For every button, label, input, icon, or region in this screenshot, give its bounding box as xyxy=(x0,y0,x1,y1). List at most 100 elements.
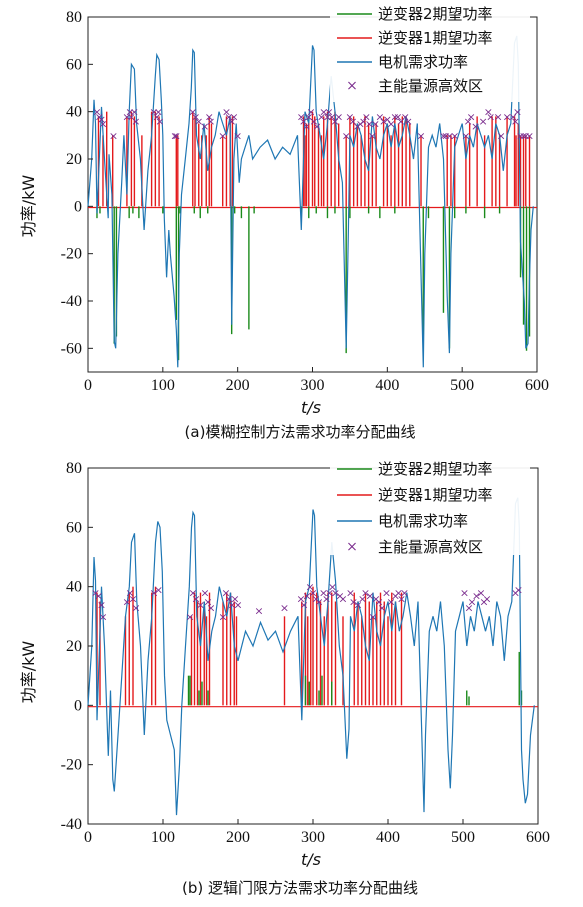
high-efficiency-marker: × xyxy=(324,106,333,119)
series-inverter2 xyxy=(187,651,523,706)
high-efficiency-marker: × xyxy=(154,584,163,597)
y-tick-label: 80 xyxy=(66,460,82,477)
high-efficiency-marker: × xyxy=(218,129,227,142)
x-tick-label: 100 xyxy=(151,377,175,394)
high-efficiency-marker: × xyxy=(486,110,495,123)
series-inverter2 xyxy=(96,206,531,361)
high-efficiency-marker: × xyxy=(467,110,476,123)
high-efficiency-marker: × xyxy=(312,120,321,133)
high-efficiency-marker: × xyxy=(306,106,315,119)
high-efficiency-marker: × xyxy=(342,129,351,142)
high-efficiency-marker: × xyxy=(230,593,239,606)
high-efficiency-marker: × xyxy=(227,115,236,128)
y-tick-label: 20 xyxy=(66,638,82,655)
high-efficiency-marker: × xyxy=(297,110,306,123)
high-efficiency-marker: × xyxy=(496,129,505,142)
high-efficiency-marker: × xyxy=(439,129,448,142)
high-efficiency-marker: × xyxy=(361,587,370,600)
x-axis-label: t/s xyxy=(301,398,321,417)
high-efficiency-marker: × xyxy=(200,120,209,133)
y-tick-label: 80 xyxy=(66,9,82,26)
x-axis-ticks: 0 100 200 300 400 500 600 xyxy=(84,819,550,846)
high-efficiency-marker: × xyxy=(304,110,313,123)
y-tick-label: 0 xyxy=(74,697,82,714)
high-efficiency-marker: × xyxy=(149,587,158,600)
high-efficiency-marker: × xyxy=(196,598,205,611)
legend-label-motor: 电机需求功率 xyxy=(378,53,468,71)
x-tick-label: 200 xyxy=(226,829,250,846)
x-tick-label: 0 xyxy=(84,377,92,394)
high-efficiency-marker: × xyxy=(416,129,425,142)
high-efficiency-marker: × xyxy=(513,106,522,119)
high-efficiency-marker: × xyxy=(383,113,392,126)
high-efficiency-marker: × xyxy=(155,115,164,128)
high-efficiency-marker: × xyxy=(122,110,131,123)
y-tick-label: 40 xyxy=(66,104,82,121)
high-efficiency-marker: × xyxy=(314,596,323,609)
high-efficiency-marker: × xyxy=(91,587,100,600)
high-efficiency-marker: × xyxy=(393,110,402,123)
high-efficiency-marker: × xyxy=(200,587,209,600)
high-efficiency-marker: × xyxy=(450,129,459,142)
y-tick-label: -20 xyxy=(61,246,82,263)
legend-label-marker: 主能量源高效区 xyxy=(378,538,483,556)
high-efficiency-marker: × xyxy=(227,598,236,611)
y-axis-label: 功率/kW xyxy=(19,641,38,704)
high-efficiency-marker: × xyxy=(511,115,520,128)
high-efficiency-marker: × xyxy=(476,587,485,600)
high-efficiency-marker: × xyxy=(368,129,377,142)
x-tick-label: 400 xyxy=(376,829,400,846)
x-tick-label: 500 xyxy=(451,829,475,846)
legend-background xyxy=(330,455,530,555)
high-efficiency-marker: × xyxy=(97,113,106,126)
y-axis-ticks: -40 -20 0 20 40 60 80 xyxy=(61,460,93,833)
high-efficiency-marker: × xyxy=(222,106,231,119)
high-efficiency-marker: × xyxy=(396,115,405,128)
x-axis-label: t/s xyxy=(301,850,321,869)
high-efficiency-marker: × xyxy=(356,118,365,131)
high-efficiency-marker: × xyxy=(302,590,311,603)
high-efficiency-marker: × xyxy=(224,593,233,606)
high-efficiency-marker: × xyxy=(302,120,311,133)
high-efficiency-marker: × xyxy=(299,598,308,611)
high-efficiency-marker: × xyxy=(170,129,179,142)
high-efficiency-marker: × xyxy=(353,598,362,611)
high-efficiency-marker: × xyxy=(353,120,362,133)
caption-b: (b) 逻辑门限方法需求功率分配曲线 xyxy=(182,879,418,897)
high-efficiency-marker: × xyxy=(519,129,528,142)
caption-a: (a)模糊控制方法需求功率分配曲线 xyxy=(185,423,416,441)
y-axis-ticks: -60 -40 -20 0 20 40 60 80 xyxy=(61,9,93,357)
high-efficiency-marker: × xyxy=(349,596,358,609)
high-efficiency-marker: × xyxy=(152,110,161,123)
x-axis-ticks: 0 100 200 300 400 500 600 xyxy=(84,367,549,394)
high-efficiency-marker: × xyxy=(191,593,200,606)
high-efficiency-marker: × xyxy=(375,110,384,123)
high-efficiency-marker: × xyxy=(254,604,263,617)
high-efficiency-marker: × xyxy=(365,590,374,603)
high-efficiency-marker: × xyxy=(328,581,337,594)
high-efficiency-marker: × xyxy=(205,110,214,123)
high-efficiency-marker: × xyxy=(128,593,137,606)
high-efficiency-marker: × xyxy=(94,590,103,603)
high-efficiency-marker: × xyxy=(127,110,136,123)
high-efficiency-marker: × xyxy=(479,596,488,609)
legend: 逆变器2期望功率 逆变器1期望功率 电机需求功率 × 主能量源高效区 xyxy=(330,2,530,102)
high-efficiency-marker: × xyxy=(109,129,118,142)
high-efficiency-marker: × xyxy=(331,587,340,600)
high-efficiency-marker: × xyxy=(359,115,368,128)
high-efficiency-marker: × xyxy=(149,106,158,119)
y-tick-label: 20 xyxy=(66,151,82,168)
high-efficiency-marker: × xyxy=(296,593,305,606)
y-tick-label: -40 xyxy=(61,293,82,310)
legend-label-inv2: 逆变器2期望功率 xyxy=(378,5,493,23)
high-efficiency-marker: × xyxy=(185,610,194,623)
high-efficiency-marker: × xyxy=(508,110,517,123)
high-efficiency-marker: × xyxy=(482,593,491,606)
high-efficiency-marker: × xyxy=(511,587,520,600)
legend-swatch-marker: × xyxy=(346,78,358,94)
high-efficiency-marker: × xyxy=(131,601,140,614)
high-efficiency-marker: × xyxy=(191,110,200,123)
y-tick-label: 0 xyxy=(74,198,82,215)
x-tick-label: 300 xyxy=(301,829,325,846)
